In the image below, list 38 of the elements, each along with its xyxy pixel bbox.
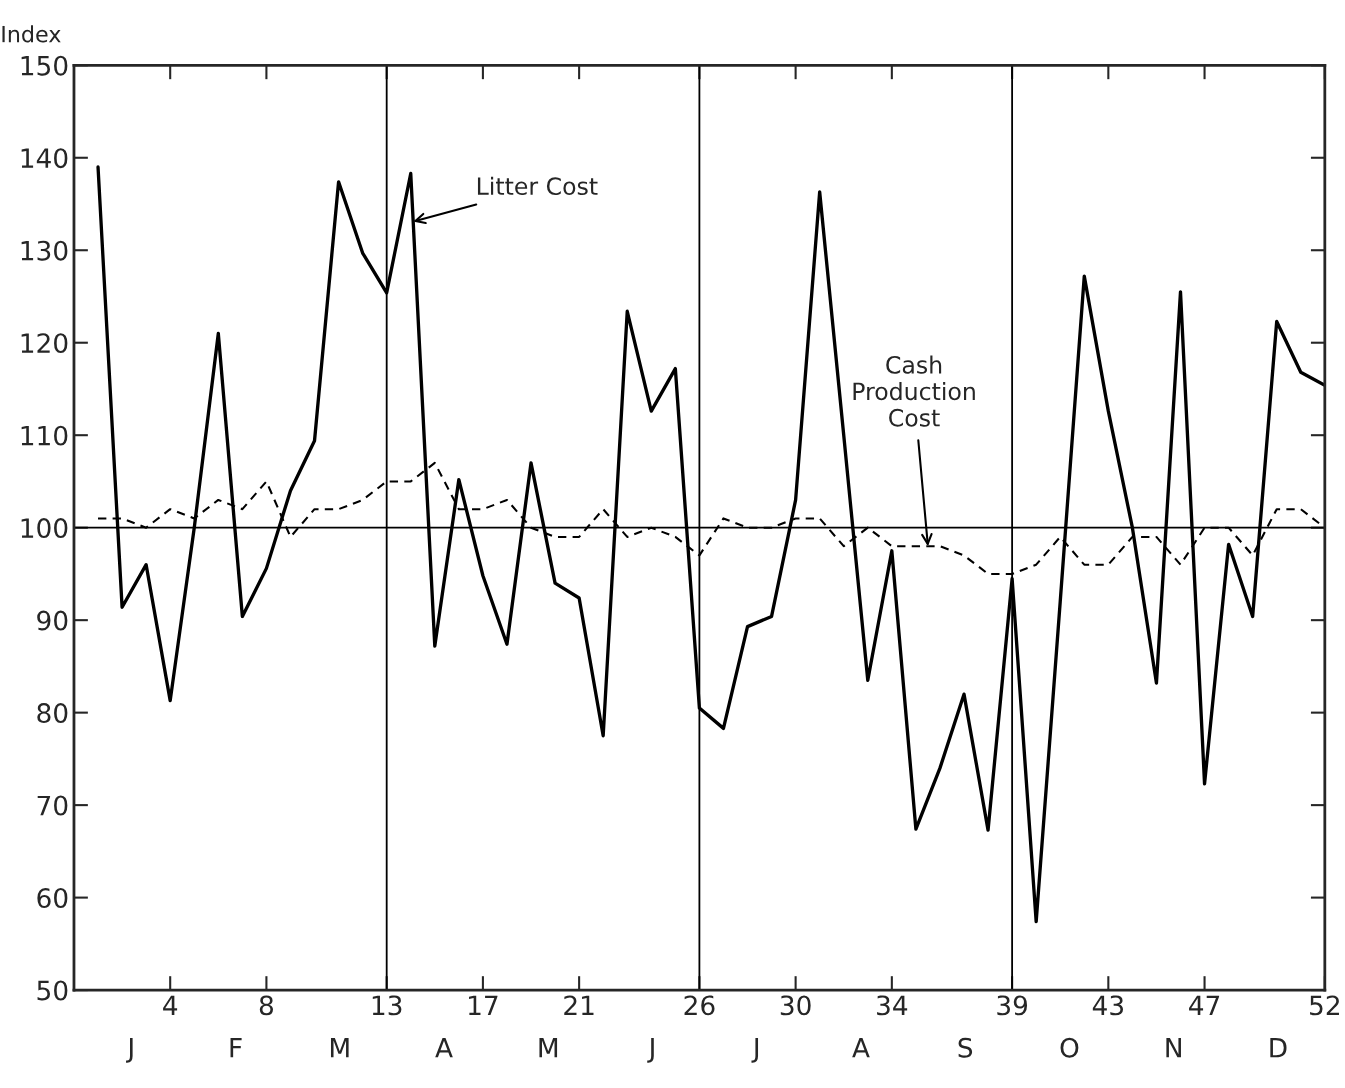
text: J xyxy=(647,1038,654,1063)
x-tick-label: 21 xyxy=(564,995,594,1015)
text: A xyxy=(852,1038,870,1058)
y-axis-title: Index xyxy=(2,25,61,43)
x-tick-label: 13 xyxy=(372,995,402,1016)
x-tick-label: 52 xyxy=(1310,995,1339,1016)
text: O xyxy=(1060,1037,1079,1058)
y-tick-label: 90 xyxy=(37,610,68,631)
y-tick-label: 60 xyxy=(37,888,68,908)
text: S xyxy=(958,1037,973,1058)
text: M xyxy=(330,1038,349,1058)
annotation: Cash Production Cost xyxy=(853,355,975,427)
text: M xyxy=(539,1038,558,1058)
text: D xyxy=(1270,1038,1287,1058)
y-tick-label: 150 xyxy=(21,55,68,76)
y-tick-label: 120 xyxy=(21,333,68,354)
y-tick-label: 130 xyxy=(21,240,68,261)
text: J xyxy=(751,1038,759,1063)
text: N xyxy=(1166,1038,1181,1058)
y-tick-label: 80 xyxy=(37,703,68,724)
x-tick-label: 43 xyxy=(1092,995,1124,1016)
y-tick-label: 110 xyxy=(21,425,68,446)
x-tick-label: 47 xyxy=(1189,995,1220,1015)
x-tick-label: 17 xyxy=(469,995,498,1015)
y-tick-label: 140 xyxy=(21,148,68,169)
text: J xyxy=(126,1038,133,1063)
text: A xyxy=(435,1038,453,1058)
x-tick-label: 30 xyxy=(780,995,811,1016)
x-tick-label: 26 xyxy=(684,995,715,1016)
x-tick-label: 8 xyxy=(259,995,273,1016)
annotation: Litter Cost xyxy=(477,176,598,196)
y-tick-label: 50 xyxy=(37,980,68,1001)
y-tick-label: 100 xyxy=(21,518,68,539)
x-tick-label: 4 xyxy=(163,995,178,1015)
text: F xyxy=(230,1038,242,1058)
y-tick-label: 70 xyxy=(37,795,68,816)
x-tick-label: 39 xyxy=(997,995,1028,1016)
x-tick-label: 34 xyxy=(877,995,908,1016)
